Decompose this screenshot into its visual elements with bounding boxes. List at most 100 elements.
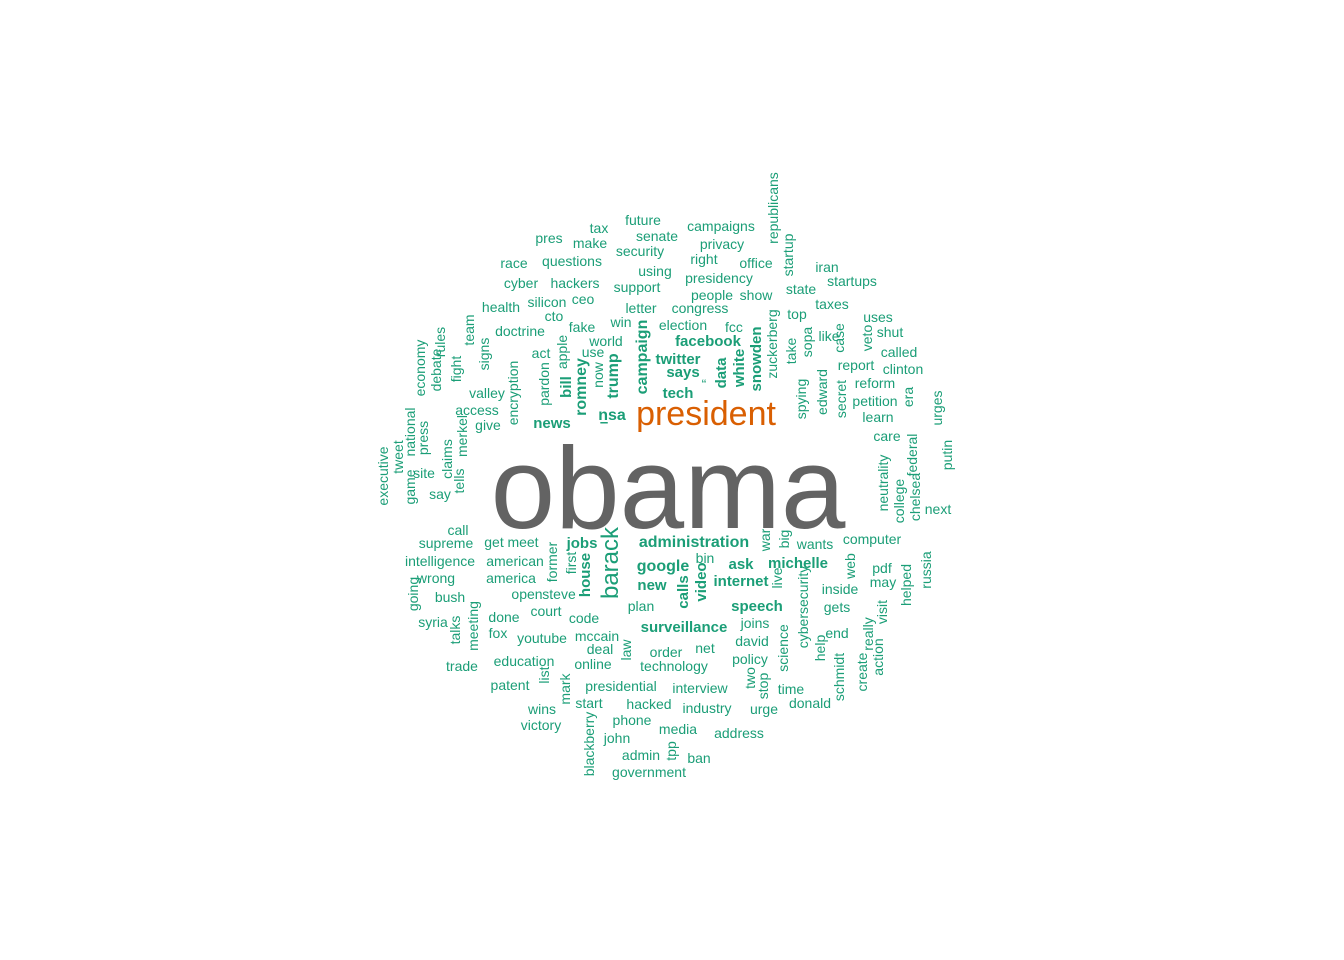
cloud-word-government: government: [612, 764, 686, 780]
cloud-word-wins: wins: [527, 701, 556, 717]
cloud-word-open: open: [511, 586, 542, 602]
cloud-word-use: use: [582, 344, 605, 360]
cloud-word-taxes: taxes: [815, 296, 848, 312]
cloud-word-says: says: [666, 364, 699, 381]
cloud-word-claims: claims: [439, 439, 455, 479]
cloud-word-bush: bush: [435, 589, 465, 605]
cloud-word-cyber: cyber: [504, 275, 539, 291]
cloud-word-schmidt: schmidt: [831, 653, 847, 701]
cloud-word-iran: iran: [815, 259, 838, 275]
cloud-word-senate: senate: [636, 228, 678, 244]
cloud-word-letter: letter: [625, 300, 656, 316]
cloud-word-symbol: –: [600, 414, 608, 431]
cloud-word-college: college: [891, 479, 907, 524]
cloud-word-encryption: encryption: [505, 361, 521, 426]
cloud-word-startups: startups: [827, 273, 877, 289]
cloud-word-press: press: [415, 421, 431, 455]
cloud-word-chelsea: chelsea: [907, 473, 923, 521]
cloud-word-get: get: [484, 534, 504, 550]
cloud-word-big: big: [776, 530, 792, 549]
cloud-word-bill: bill: [558, 376, 575, 398]
cloud-word-spying: spying: [793, 379, 809, 419]
cloud-word-world: world: [588, 333, 622, 349]
cloud-word-ceo: ceo: [572, 291, 595, 307]
cloud-word-executive: executive: [375, 446, 391, 505]
cloud-word-live: live: [769, 567, 785, 588]
cloud-word-former: former: [544, 541, 560, 582]
cloud-word-data: data: [713, 357, 730, 389]
cloud-word-calls: calls: [675, 575, 692, 608]
cloud-word-meet: meet: [507, 534, 538, 550]
cloud-word-google: google: [637, 558, 690, 575]
cloud-word-top: top: [787, 306, 807, 322]
cloud-word-cybersecurity: cybersecurity: [795, 566, 811, 648]
cloud-word-people: people: [691, 287, 733, 303]
cloud-word-court: court: [530, 603, 561, 619]
cloud-word-take: take: [783, 338, 799, 365]
cloud-word-call: call: [447, 522, 468, 538]
cloud-word-surveillance: surveillance: [641, 619, 728, 636]
cloud-word-law: law: [618, 639, 634, 661]
cloud-word-list: list: [536, 666, 552, 683]
cloud-word-plan: plan: [628, 598, 654, 614]
cloud-word-victory: victory: [521, 717, 561, 733]
cloud-word-election: election: [659, 317, 707, 333]
cloud-word-show: show: [740, 287, 774, 303]
cloud-word-privacy: privacy: [700, 236, 744, 252]
cloud-word-mark: mark: [557, 672, 573, 704]
cloud-word-policy: policy: [732, 651, 768, 667]
cloud-word-say: say: [429, 486, 451, 502]
cloud-word-michelle: michelle: [768, 555, 828, 572]
cloud-word-hacked: hacked: [626, 696, 671, 712]
cloud-word-using: using: [638, 263, 671, 279]
cloud-word-new: new: [637, 577, 667, 594]
cloud-word-syria: syria: [418, 614, 448, 630]
cloud-word-sopa: sopa: [799, 327, 815, 358]
cloud-word-give: give: [475, 417, 501, 433]
cloud-word-first: first: [563, 552, 579, 575]
cloud-word-race: race: [500, 255, 527, 271]
cloud-word-gets: gets: [824, 599, 850, 615]
cloud-word-presidential: presidential: [585, 678, 657, 694]
cloud-word-america: america: [486, 570, 536, 586]
cloud-word-tweet: tweet: [390, 440, 406, 474]
cloud-word-net: net: [695, 640, 715, 656]
cloud-word-putin: putin: [939, 440, 955, 470]
cloud-word-two: two: [742, 667, 758, 689]
cloud-word-romney: romney: [573, 358, 590, 416]
cloud-word-internet: internet: [713, 573, 768, 590]
cloud-word-phone: phone: [613, 712, 652, 728]
cloud-word-obama: obama: [491, 423, 846, 553]
cloud-word-house: house: [577, 553, 594, 597]
cloud-word-donald: donald: [789, 695, 831, 711]
cloud-word-twitter: twitter: [656, 351, 701, 368]
cloud-word-john: john: [603, 730, 630, 746]
cloud-word-nsa: nsa: [598, 407, 626, 424]
cloud-word-snowden: snowden: [748, 326, 765, 391]
cloud-word-going: going: [405, 577, 421, 611]
cloud-word-pres: pres: [535, 230, 562, 246]
cloud-word-steve: steve: [542, 586, 576, 602]
cloud-word-cto: cto: [545, 308, 564, 324]
cloud-word-uses: uses: [863, 309, 893, 325]
cloud-word-security: security: [616, 243, 664, 259]
cloud-word-campaign: campaign: [634, 320, 651, 395]
cloud-word-trade: trade: [446, 658, 478, 674]
cloud-word-done: done: [488, 609, 519, 625]
cloud-word-next: next: [925, 501, 952, 517]
cloud-word-interview: interview: [672, 680, 728, 696]
cloud-word-congress: congress: [672, 300, 729, 316]
cloud-word-merkel: merkel: [454, 415, 470, 457]
cloud-word-address: address: [714, 725, 764, 741]
cloud-word-end: end: [825, 625, 848, 641]
cloud-word-video: video: [693, 562, 710, 601]
cloud-word-edward: edward: [814, 369, 830, 415]
cloud-word-national: national: [402, 407, 418, 456]
cloud-word-veto: veto: [859, 325, 875, 352]
cloud-word-secret: secret: [833, 380, 849, 418]
cloud-word-fcc: fcc: [725, 319, 743, 335]
cloud-word-start: start: [575, 695, 602, 711]
cloud-word-really: really: [860, 617, 876, 650]
cloud-word-create: create: [854, 652, 870, 691]
